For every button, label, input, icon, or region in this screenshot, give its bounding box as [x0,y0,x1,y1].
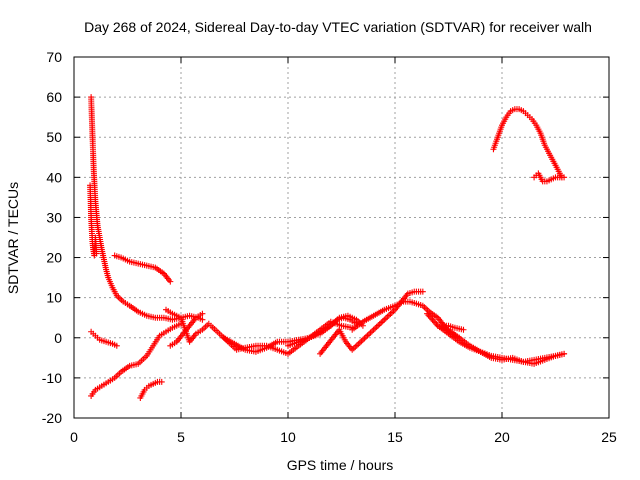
data-point [379,318,386,325]
data-point [376,321,383,328]
x-tick-label: 25 [601,429,617,445]
series-arc-d [88,328,120,349]
data-point [561,174,568,181]
x-tick-label: 5 [177,429,185,445]
data-point [358,338,365,345]
data-point [419,288,426,295]
data-point [361,335,368,342]
y-tick-label: 0 [54,330,62,346]
data-point [460,326,467,333]
data-point [373,323,380,330]
data-point [385,312,392,319]
axis-ticks: 0 5 10 15 20 25 -20 -10 0 10 20 30 40 50 60 70 [42,49,617,445]
data-point [113,342,120,349]
data-point [384,313,391,320]
gridlines [74,57,609,418]
plot-frame [73,56,610,419]
series-arc-c [88,320,184,399]
x-tick-label: 0 [70,429,78,445]
chart-title: Day 268 of 2024, Sidereal Day-to-day VTE… [84,19,592,35]
data-point [381,316,388,323]
series-arc-j [317,288,426,357]
data-point [372,325,379,332]
y-tick-label: 50 [46,129,62,145]
data-point [387,310,394,317]
series-arc-m2 [439,322,467,333]
data-point [375,322,382,329]
data-point [167,278,174,285]
y-axis-label: SDTVAR / TECUs [5,182,21,294]
series-arc-n [490,106,565,181]
data-point [432,319,439,326]
series-arc-f [163,306,212,345]
y-tick-label: 20 [46,250,62,266]
data-point [199,316,206,323]
data-point [356,339,363,346]
data-point [158,378,165,385]
x-tick-label: 20 [494,429,510,445]
data-point [367,329,374,336]
data-point [93,250,100,257]
series-arc-f2 [167,310,206,349]
series-arc-e [137,378,165,401]
y-tick-label: 30 [46,209,62,225]
data-marks [87,94,568,401]
y-tick-label: -20 [42,410,62,426]
y-tick-label: -10 [42,370,62,386]
data-point [362,333,369,340]
x-tick-label: 15 [387,429,403,445]
data-point [353,342,360,349]
data-point [199,310,206,317]
series-arc-b [111,252,174,285]
data-point [378,319,385,326]
x-axis-label: GPS time / hours [287,457,394,473]
y-tick-label: 10 [46,290,62,306]
y-tick-label: 40 [46,169,62,185]
y-tick-label: 70 [46,49,62,65]
y-tick-label: 60 [46,89,62,105]
series-arc-spike-lower [87,182,100,259]
data-point [366,331,373,338]
data-point [370,326,377,333]
data-point [390,308,397,315]
series-arc-o [531,170,568,185]
series-arc-m [434,322,568,367]
data-point [561,350,568,357]
data-point [352,343,359,350]
data-point [382,315,389,322]
data-point [388,309,395,316]
data-point [355,341,362,348]
series-arc-spike [88,94,206,323]
x-tick-label: 10 [280,429,296,445]
data-point [369,328,376,335]
